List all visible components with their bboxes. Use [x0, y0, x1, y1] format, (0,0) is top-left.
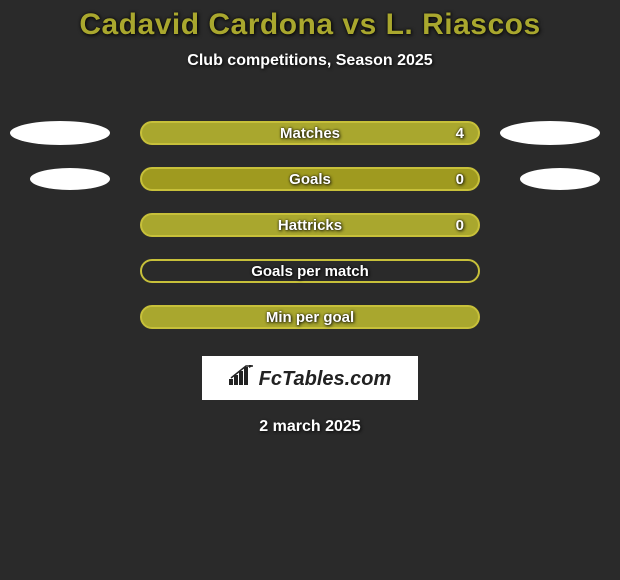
- stat-row: Goals per match: [0, 248, 620, 294]
- left-marker: [30, 168, 110, 190]
- right-marker: [520, 168, 600, 190]
- bar-chart-icon: [229, 365, 255, 390]
- logo-box: FcTables.com: [202, 356, 418, 400]
- page-title: Cadavid Cardona vs L. Riascos: [0, 8, 620, 42]
- footer-date: 2 march 2025: [0, 418, 620, 436]
- stat-row: Matches 4: [0, 110, 620, 156]
- stat-bar: Goals per match: [140, 259, 480, 283]
- stat-label: Goals per match: [251, 263, 369, 280]
- page-subtitle: Club competitions, Season 2025: [0, 52, 620, 70]
- stat-rows: Matches 4 Goals 0 Hattricks 0 Goals per match M…: [0, 110, 620, 340]
- stat-label: Min per goal: [266, 309, 354, 326]
- stat-row: Hattricks 0: [0, 202, 620, 248]
- stat-label: Goals: [289, 171, 331, 188]
- stat-value: 0: [456, 171, 464, 188]
- stat-bar: Matches 4: [140, 121, 480, 145]
- left-marker: [10, 121, 110, 145]
- logo: FcTables.com: [229, 365, 392, 391]
- stat-label: Hattricks: [278, 217, 342, 234]
- stat-bar: Hattricks 0: [140, 213, 480, 237]
- stat-row: Goals 0: [0, 156, 620, 202]
- stat-bar: Min per goal: [140, 305, 480, 329]
- stat-value: 4: [456, 125, 464, 142]
- stat-value: 0: [456, 217, 464, 234]
- logo-text: FcTables.com: [259, 368, 392, 391]
- stat-label: Matches: [280, 125, 340, 142]
- right-marker: [500, 121, 600, 145]
- comparison-infographic: Cadavid Cardona vs L. Riascos Club compe…: [0, 0, 620, 436]
- stat-row: Min per goal: [0, 294, 620, 340]
- stat-bar: Goals 0: [140, 167, 480, 191]
